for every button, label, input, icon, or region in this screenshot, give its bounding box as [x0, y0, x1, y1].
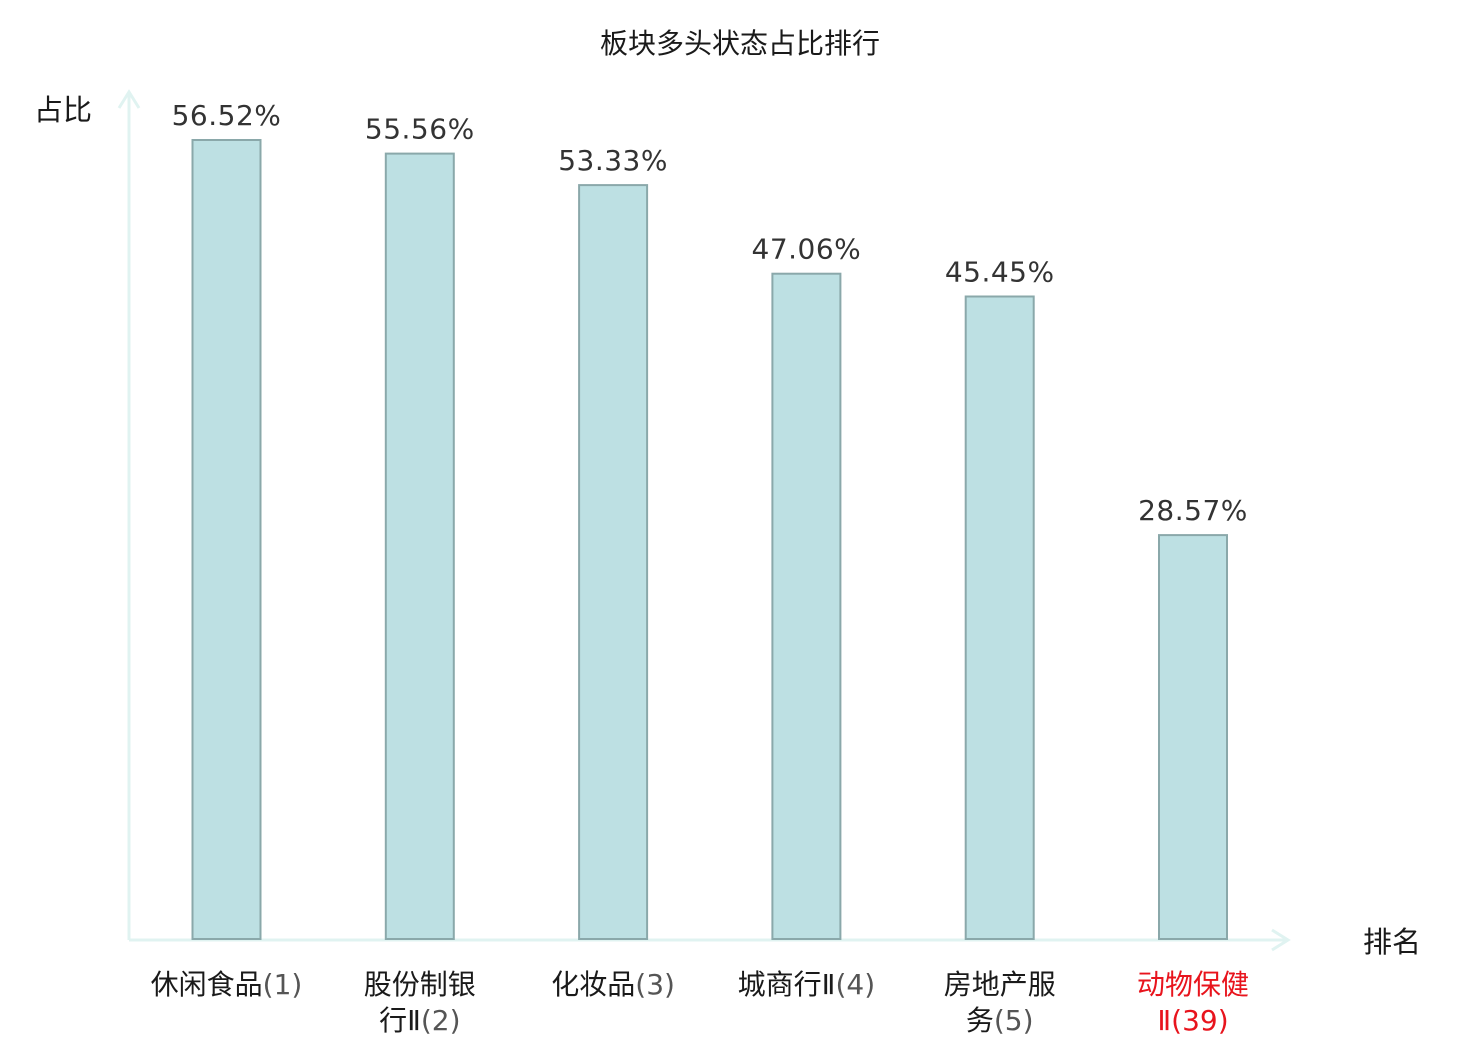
category-label-5: 房地产服务(5) [944, 968, 1056, 1037]
x-axis-label: 排名 [1363, 925, 1421, 959]
value-label-1: 56.52% [172, 99, 282, 132]
category-label-1: 休闲食品(1) [151, 968, 303, 1001]
value-label-5: 45.45% [945, 256, 1055, 289]
value-label-6: 28.57% [1138, 494, 1248, 527]
value-label-3: 53.33% [558, 144, 668, 177]
bar-2 [384, 152, 455, 941]
category-label-2: 股份制银行Ⅱ(2) [364, 968, 476, 1037]
y-axis-label: 占比 [34, 93, 92, 127]
category-label-3: 化妆品(3) [551, 968, 675, 1001]
axes [117, 89, 1291, 952]
category-label-6: 动物保健 Ⅱ(39) [1137, 968, 1249, 1037]
bar-1 [191, 139, 262, 940]
value-label-2: 55.56% [365, 113, 475, 146]
bar-6 [1158, 534, 1228, 940]
bar-3 [578, 184, 649, 941]
chart-title: 板块多头状态占比排行 [600, 27, 880, 60]
value-label-4: 47.06% [752, 233, 862, 266]
x-axis-arrow [1271, 928, 1291, 952]
y-axis-arrow [117, 89, 141, 109]
bar-5 [964, 295, 1035, 940]
bar-4 [771, 272, 842, 940]
category-labels-group: 休闲食品(1) 股份制银行Ⅱ(2) 化妆品(3) 城商行Ⅱ(4) 房地产服务(5) 动物保… [151, 968, 1249, 1037]
category-label-4: 城商行Ⅱ(4) [738, 968, 875, 1001]
bars-group [191, 139, 1228, 941]
value-labels-group: 56.52% 55.56% 53.33% 47.06% 45.45% 28.57% [172, 99, 1248, 527]
